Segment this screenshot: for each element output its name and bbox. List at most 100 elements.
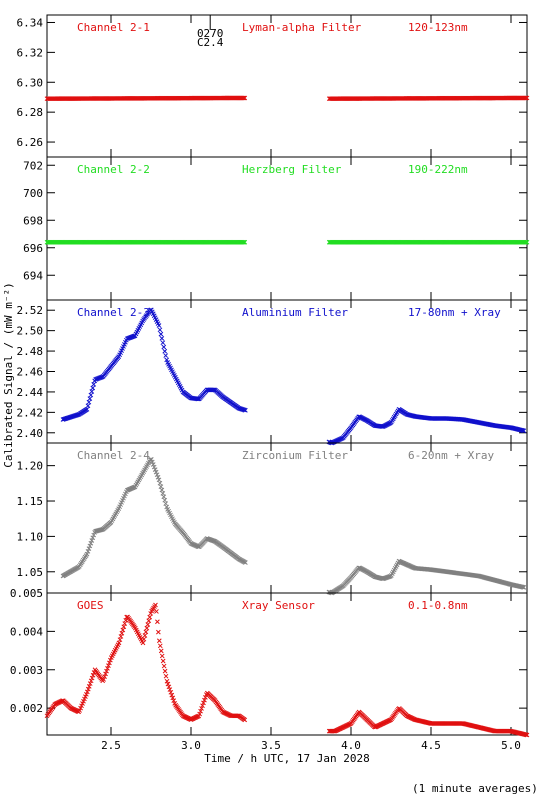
- data-point: [146, 618, 152, 624]
- data-point: [163, 673, 169, 679]
- data-point: [159, 336, 165, 341]
- data-point: [123, 617, 129, 623]
- data-point: [107, 660, 112, 666]
- channel-label: Channel 2-2: [77, 163, 150, 176]
- y-tick-label: 2.52: [17, 304, 44, 317]
- data-point: [157, 643, 163, 649]
- channel-label: GOES: [77, 599, 104, 612]
- data-point: [87, 681, 93, 686]
- data-point: [152, 467, 158, 472]
- panel-frame: [46, 592, 528, 736]
- data-point: [142, 633, 148, 638]
- data-point: [140, 640, 146, 646]
- panel-4: 1.05 1.10 1.15 1.20 Channel 2-4 Zirconium Fil…: [17, 442, 528, 596]
- data-point: [168, 689, 174, 695]
- data-point: [197, 711, 202, 717]
- data-point: [154, 609, 159, 614]
- data-point: [102, 674, 107, 680]
- y-tick-label: 700: [23, 187, 43, 200]
- data-point: [153, 469, 159, 475]
- data-point: [156, 638, 162, 644]
- data-point: [163, 501, 169, 506]
- y-tick-label: 698: [23, 214, 43, 227]
- y-tick-label: 2.42: [17, 406, 44, 419]
- x-tick-label: 3.5: [261, 739, 281, 752]
- data-point: [147, 614, 153, 620]
- data-point: [91, 382, 97, 387]
- data-point: [86, 399, 92, 405]
- data-point: [160, 340, 166, 346]
- y-tick-label: 6.28: [17, 106, 44, 119]
- band-label: 6-20nm + Xray: [408, 449, 494, 462]
- data-point: [200, 703, 205, 709]
- band-label: 17-80nm + Xray: [408, 306, 501, 319]
- data-point: [159, 487, 165, 493]
- data-point: [86, 546, 92, 552]
- series: [60, 307, 527, 446]
- data-point: [89, 389, 95, 394]
- data-point: [88, 678, 94, 684]
- panel-3: 2.40 2.42 2.44 2.46 2.48 2.50 2.52 Channel 2-3 A…: [17, 299, 528, 446]
- data-point: [161, 494, 167, 500]
- filter-label: Xray Sensor: [242, 599, 315, 612]
- data-point: [524, 239, 530, 245]
- data-point: [89, 538, 95, 543]
- data-point: [521, 584, 527, 590]
- y-tick-label: 1.10: [17, 530, 44, 543]
- data-point: [156, 323, 162, 328]
- y-tick-label: 6.26: [17, 136, 44, 149]
- data-point: [160, 491, 166, 496]
- y-tick-label: 6.34: [17, 16, 44, 29]
- y-tick-label: 6.32: [17, 46, 44, 59]
- data-point: [89, 675, 95, 681]
- averaging-footnote: (1 minute averages): [412, 782, 538, 795]
- data-point: [90, 672, 96, 678]
- y-tick-label: 0.003: [10, 664, 43, 677]
- data-point: [141, 636, 147, 642]
- series: [44, 239, 530, 245]
- data-point: [165, 681, 171, 687]
- data-point: [198, 708, 203, 714]
- data-point: [201, 700, 206, 706]
- data-point: [166, 684, 172, 690]
- data-point: [169, 692, 175, 698]
- data-point: [85, 403, 91, 409]
- x-tick-label: 2.5: [101, 739, 121, 752]
- data-point: [240, 95, 246, 101]
- event-marker: 0270 C2.4: [197, 15, 224, 49]
- data-point: [143, 629, 149, 635]
- data-point: [88, 392, 94, 398]
- y-tick-label: 2.44: [17, 386, 44, 399]
- series: [44, 602, 530, 738]
- data-point: [156, 477, 162, 483]
- data-point: [171, 698, 177, 703]
- data-point: [161, 344, 167, 350]
- data-point: [85, 549, 91, 554]
- panel-5: 0.002 0.003 0.004 0.005 GOES Xray Sensor 0.1-0…: [10, 587, 530, 738]
- data-point: [241, 95, 247, 101]
- data-point: [103, 671, 108, 677]
- filter-label: Lyman-alpha Filter: [242, 21, 362, 34]
- data-point: [149, 459, 155, 465]
- data-point: [240, 239, 246, 245]
- y-tick-label: 6.30: [17, 76, 44, 89]
- data-point: [90, 535, 96, 541]
- data-point: [170, 695, 176, 701]
- data-point: [199, 706, 204, 711]
- filter-label: Zirconium Filter: [242, 449, 348, 462]
- data-point: [157, 327, 163, 333]
- data-point: [153, 602, 158, 608]
- data-point: [122, 621, 128, 626]
- y-tick-label: 2.50: [17, 325, 44, 338]
- data-point: [116, 640, 122, 646]
- x-axis-label: Time / h UTC, 17 Jan 2028: [204, 752, 370, 765]
- band-label: 0.1-0.8nm: [408, 599, 468, 612]
- event-marker-id-label: 0270: [197, 27, 224, 40]
- data-point: [523, 95, 529, 101]
- data-point: [157, 480, 163, 486]
- data-point: [523, 239, 529, 245]
- data-point: [243, 560, 248, 565]
- filter-label: Aluminium Filter: [242, 306, 348, 319]
- panel-2: 694 696 698 700 702 Channel 2-2 Herzberg Filte…: [23, 156, 530, 301]
